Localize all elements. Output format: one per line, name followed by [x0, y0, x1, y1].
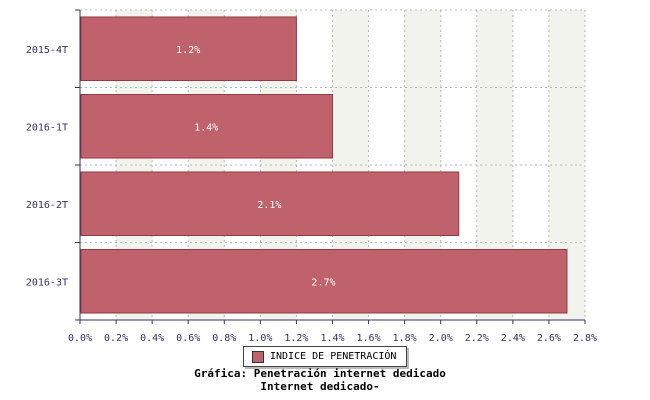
y-tick-label: 2016-3T [26, 277, 68, 288]
data-label: 2.7% [311, 277, 335, 288]
bar [80, 93, 333, 159]
data-label: 1.2% [176, 45, 200, 56]
x-tick-label: 2.8% [573, 333, 597, 344]
chart-caption: Gráfica: Penetración internet dedicado [194, 367, 446, 380]
x-tick-label: 2.4% [501, 333, 525, 344]
legend-swatch [252, 350, 264, 363]
bars [80, 16, 568, 314]
x-tick-label: 0.4% [140, 333, 164, 344]
x-tick-label: 1.0% [248, 333, 272, 344]
y-tick-label: 2016-1T [26, 122, 68, 133]
bar [80, 171, 460, 237]
x-tick-label: 2.0% [429, 333, 453, 344]
x-tick-label: 0.2% [104, 333, 128, 344]
x-tick-label: 2.6% [537, 333, 561, 344]
x-tick-label: 2.2% [465, 333, 489, 344]
chart-subcaption: Internet dedicado- [260, 380, 380, 393]
data-label: 1.4% [194, 122, 218, 133]
legend-label: INDICE DE PENETRACIÓN [270, 351, 397, 362]
y-tick-label: 2015-4T [26, 45, 68, 56]
bar [80, 248, 568, 314]
x-tick-label: 0.0% [68, 333, 92, 344]
x-tick-label: 0.6% [176, 333, 200, 344]
x-tick-label: 1.4% [320, 333, 344, 344]
y-tick-label: 2016-2T [26, 200, 68, 211]
tick-labels: 0.0% 0.2% 0.4% 0.6% 0.8% 1.0% 1.2% 1.4% 1.6% 1.8%… [26, 45, 597, 344]
legend: INDICE DE PENETRACIÓN [243, 346, 407, 367]
axes [75, 9, 586, 324]
x-tick-label: 1.6% [357, 333, 381, 344]
x-tick-label: 0.8% [212, 333, 236, 344]
data-label: 2.1% [257, 200, 281, 211]
x-tick-label: 1.2% [284, 333, 308, 344]
x-tick-label: 1.8% [393, 333, 417, 344]
bar [80, 16, 297, 82]
